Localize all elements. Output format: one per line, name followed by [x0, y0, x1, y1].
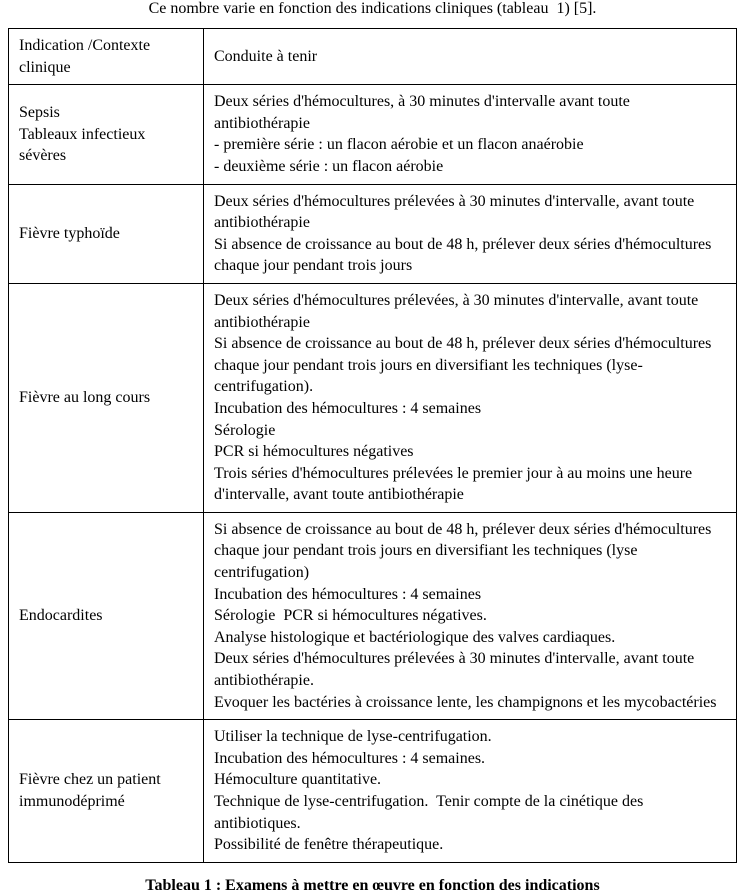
cell-indication: Endocardites: [9, 512, 204, 719]
cell-indication: Fièvre chez un patient immunodéprimé: [9, 720, 204, 863]
cell-conduite: Si absence de croissance au bout de 48 h…: [204, 512, 737, 719]
table-row: SepsisTableaux infectieux sévères Deux s…: [9, 85, 737, 184]
intro-paragraph: Ce nombre varie en fonction des indicati…: [8, 0, 737, 28]
cell-conduite: Deux séries d'hémocultures prélevées à 3…: [204, 184, 737, 283]
cell-conduite: Deux séries d'hémocultures, à 30 minutes…: [204, 85, 737, 184]
cell-indication: Fièvre typhoïde: [9, 184, 204, 283]
cell-indication: SepsisTableaux infectieux sévères: [9, 85, 204, 184]
indications-table: Indication /Contexte clinique Conduite à…: [8, 28, 737, 863]
cell-conduite: Utiliser la technique de lyse-centrifuga…: [204, 720, 737, 863]
table-header-row: Indication /Contexte clinique Conduite à…: [9, 29, 737, 85]
table-row: Fièvre au long cours Deux séries d'hémoc…: [9, 283, 737, 512]
cell-conduite: Deux séries d'hémocultures prélevées, à …: [204, 283, 737, 512]
cell-indication: Fièvre au long cours: [9, 283, 204, 512]
table-row: Fièvre typhoïde Deux séries d'hémocultur…: [9, 184, 737, 283]
header-conduite: Conduite à tenir: [204, 29, 737, 85]
table-row: Fièvre chez un patient immunodéprimé Uti…: [9, 720, 737, 863]
table-row: Endocardites Si absence de croissance au…: [9, 512, 737, 719]
header-indication: Indication /Contexte clinique: [9, 29, 204, 85]
